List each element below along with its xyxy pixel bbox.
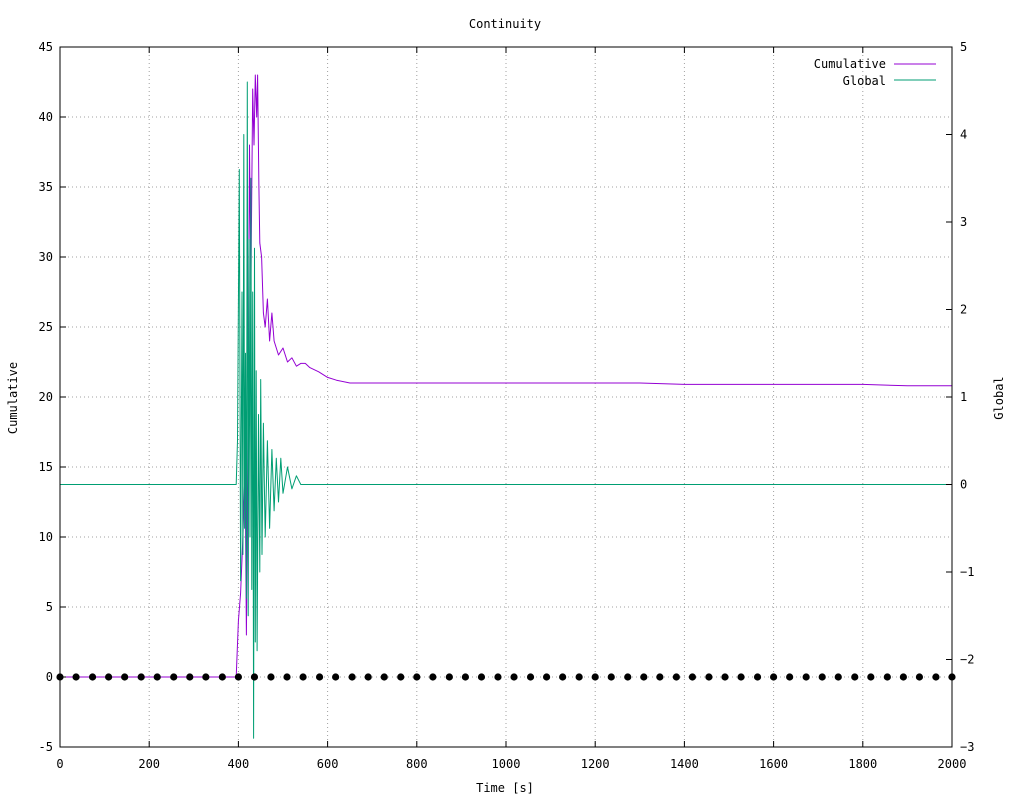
x-axis-label: Time [s] (476, 781, 534, 795)
data-point (770, 673, 778, 681)
data-point (640, 673, 648, 681)
data-point (283, 673, 291, 681)
data-point (153, 673, 161, 681)
data-point (786, 673, 794, 681)
data-point (705, 673, 713, 681)
grid (60, 47, 952, 747)
y-tick-label: 45 (39, 40, 53, 54)
y2-tick-label: 0 (960, 478, 967, 492)
series-line-global (60, 81, 952, 739)
y-tick-label: 35 (39, 180, 53, 194)
data-point (332, 673, 340, 681)
data-point (202, 673, 210, 681)
data-point (915, 673, 924, 681)
data-point (932, 673, 940, 681)
y-tick-label: 40 (39, 110, 53, 124)
y2-tick-label: −1 (960, 565, 974, 579)
data-point (267, 673, 275, 681)
y2-tick-label: 5 (960, 40, 967, 54)
x-tick-label: 1800 (848, 757, 877, 771)
y-tick-label: 0 (46, 670, 53, 684)
data-point (218, 673, 226, 681)
data-point (526, 673, 535, 681)
plot-series (56, 74, 956, 739)
data-point (672, 673, 680, 681)
data-point (542, 673, 551, 681)
data-point (834, 673, 842, 681)
data-point (624, 673, 632, 681)
data-point (883, 673, 891, 681)
data-point (88, 673, 97, 681)
data-point (315, 673, 324, 681)
y-tick-label: 20 (39, 390, 53, 404)
x-tick-label: 400 (228, 757, 250, 771)
data-point (461, 673, 470, 681)
axis-ticks: 0 200 400 600 800 1000 1200 1400 1600 1800 2000-50… (39, 40, 975, 771)
data-point (559, 673, 567, 681)
y-tick-label: 5 (46, 600, 53, 614)
y2-tick-label: 3 (960, 215, 967, 229)
legend-label-cumulative: Cumulative (814, 57, 886, 71)
data-point (137, 673, 145, 681)
x-tick-label: 600 (317, 757, 339, 771)
data-point (721, 673, 729, 681)
data-point (105, 673, 113, 681)
chart-title: Continuity (469, 17, 541, 31)
data-point (170, 673, 178, 681)
x-tick-label: 1200 (581, 757, 610, 771)
data-point (413, 673, 421, 681)
data-point (591, 673, 599, 681)
x-tick-label: 2000 (938, 757, 967, 771)
y-tick-label: 15 (39, 460, 53, 474)
x-tick-label: 800 (406, 757, 428, 771)
data-point (656, 673, 664, 681)
data-point (867, 673, 875, 681)
data-point (445, 673, 453, 681)
data-point (397, 673, 405, 681)
y2-tick-label: −3 (960, 740, 974, 754)
x-tick-label: 1400 (670, 757, 699, 771)
data-point (510, 673, 518, 681)
data-point (72, 673, 80, 681)
legend: Cumulative Global (814, 57, 936, 88)
data-point (607, 673, 615, 681)
y-tick-label: -5 (39, 740, 53, 754)
y-tick-label: 25 (39, 320, 53, 334)
x-tick-label: 200 (138, 757, 160, 771)
series-line-cumulative (60, 74, 952, 678)
data-point (899, 673, 907, 681)
data-point (186, 673, 194, 681)
data-point (688, 673, 697, 681)
y-tick-label: 30 (39, 250, 53, 264)
data-point (737, 673, 745, 681)
y-axis-label: Cumulative (6, 362, 20, 434)
y2-tick-label: 2 (960, 303, 967, 317)
data-point (234, 673, 242, 681)
data-point (250, 673, 259, 681)
y2-axis-label: Global (992, 376, 1006, 419)
legend-label-global: Global (843, 74, 886, 88)
data-point (364, 673, 372, 681)
y2-tick-label: −2 (960, 653, 974, 667)
data-point (380, 673, 388, 681)
y2-tick-label: 1 (960, 390, 967, 404)
data-point (575, 673, 583, 681)
data-point (818, 673, 826, 681)
data-point (802, 673, 810, 681)
x-tick-label: 0 (56, 757, 63, 771)
x-tick-label: 1000 (492, 757, 521, 771)
data-point (851, 673, 859, 681)
data-point (429, 673, 437, 681)
data-point (753, 673, 762, 681)
y2-tick-label: 4 (960, 128, 967, 142)
data-point (494, 673, 502, 681)
y-tick-label: 10 (39, 530, 53, 544)
data-point (348, 673, 356, 681)
data-point (121, 673, 129, 681)
data-point (477, 673, 486, 681)
x-tick-label: 1600 (759, 757, 788, 771)
data-point (299, 673, 307, 681)
